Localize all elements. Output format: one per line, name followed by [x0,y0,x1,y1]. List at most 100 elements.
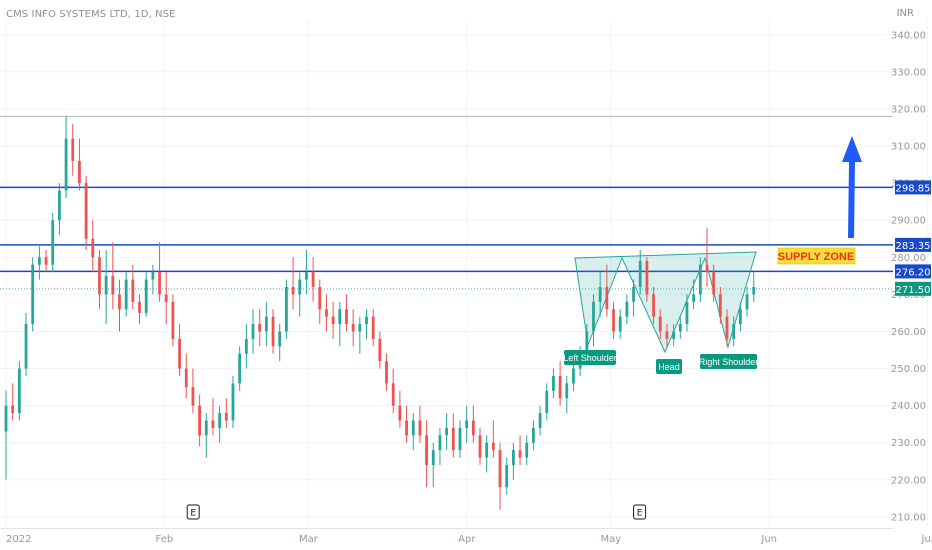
candle-body [438,435,442,451]
candle-body [672,331,676,339]
candle-body [698,264,702,295]
price-box [895,264,931,279]
candle-body [278,331,282,347]
y-tick-label: 340.00 [891,30,926,41]
pattern-label: Head [658,362,680,372]
y-axis: 210.00220.00230.00240.00250.00260.00270.… [891,30,931,523]
candle-body [218,413,222,428]
candle-body [37,257,41,265]
candle-body [325,309,328,317]
candle-body [425,435,428,465]
candle-body [598,286,602,302]
candle-body [244,338,248,354]
candle-body [4,405,8,432]
candle-body [478,435,482,458]
up-arrow [842,136,862,238]
candle-body [178,338,181,369]
candle-body [692,294,696,302]
earnings-marker [633,504,647,520]
candle-body [451,427,455,451]
price-box [895,237,931,252]
candle-body [284,286,288,332]
candle-body [331,316,335,325]
x-tick-label: Apr [458,534,476,545]
candle-body [685,301,689,325]
last-price-box [895,281,931,296]
candle-body [378,338,382,362]
candle-body [24,324,28,369]
candle-body [592,301,595,332]
candle-body [58,190,61,221]
candle-body [84,183,88,239]
candle-body [638,261,642,287]
pattern-label: Right Shoulder [699,357,759,367]
y-tick-label: 290.00 [891,216,926,227]
candle-body [485,442,489,458]
horizontal-levels [0,115,893,290]
event-markers: EEEED [186,504,647,520]
candle-body [411,420,415,436]
candle-body [738,309,742,325]
candle-body [385,361,388,384]
candle-body [445,427,449,436]
y-tick-label: 280.00 [891,253,926,264]
candle-body [118,294,121,310]
candle-body [618,316,622,332]
candle-body [678,324,682,332]
candle-body [258,324,262,332]
candle-body [505,464,509,488]
supply-zone-label: SUPPLY ZONE [778,251,854,263]
candle-body [431,450,435,465]
currency-label: INR [896,8,914,19]
candle-body [311,272,315,287]
candle-body [211,420,215,428]
candle-body [64,138,68,191]
pattern-label-box [700,354,757,369]
candle-body [745,294,749,310]
candle-body [78,160,81,184]
candle-body [545,390,549,414]
chart-title: CMS INFO SYSTEMS LTD, 1D, NSE [6,9,176,20]
candle-body [418,420,422,436]
candle-body [365,316,368,325]
pattern-label: Left Shoulder [563,353,617,363]
candle-body [144,279,148,313]
candle-body [371,316,375,339]
candle-body [91,238,95,258]
y-tick-label: 210.00 [891,512,926,523]
candle-body [605,286,609,310]
candle-body [31,264,35,325]
candle-body [184,368,188,388]
x-tick-label: Mar [299,534,319,545]
candle-body [171,301,175,339]
candle-body [271,316,275,347]
x-tick-label: May [600,534,621,545]
candle-body [111,275,115,295]
x-tick-label: Jul [921,534,932,545]
grid-lines [0,20,929,528]
candle-body [131,279,135,302]
candle-body [138,301,141,313]
candle-body [98,257,101,295]
candle-body [358,324,362,332]
candle-body [725,316,729,339]
candle-body [51,220,55,265]
candle-body [104,275,108,295]
candle-body [224,413,228,421]
candle-body [511,450,515,465]
price-box-label: 283.35 [896,241,931,252]
price-box [895,180,931,195]
candle-body [612,309,615,332]
candle-body [11,405,15,414]
pattern-label-box [564,350,616,365]
candle-body [204,420,208,436]
candle-body [151,272,155,280]
candle-body [391,383,395,406]
candle-body [291,286,295,295]
candle-body [231,383,235,421]
candle-body [471,420,475,436]
y-tick-label: 310.00 [891,142,926,153]
candle-body [458,427,462,451]
candle-body [552,375,555,391]
candle-body [652,294,655,317]
